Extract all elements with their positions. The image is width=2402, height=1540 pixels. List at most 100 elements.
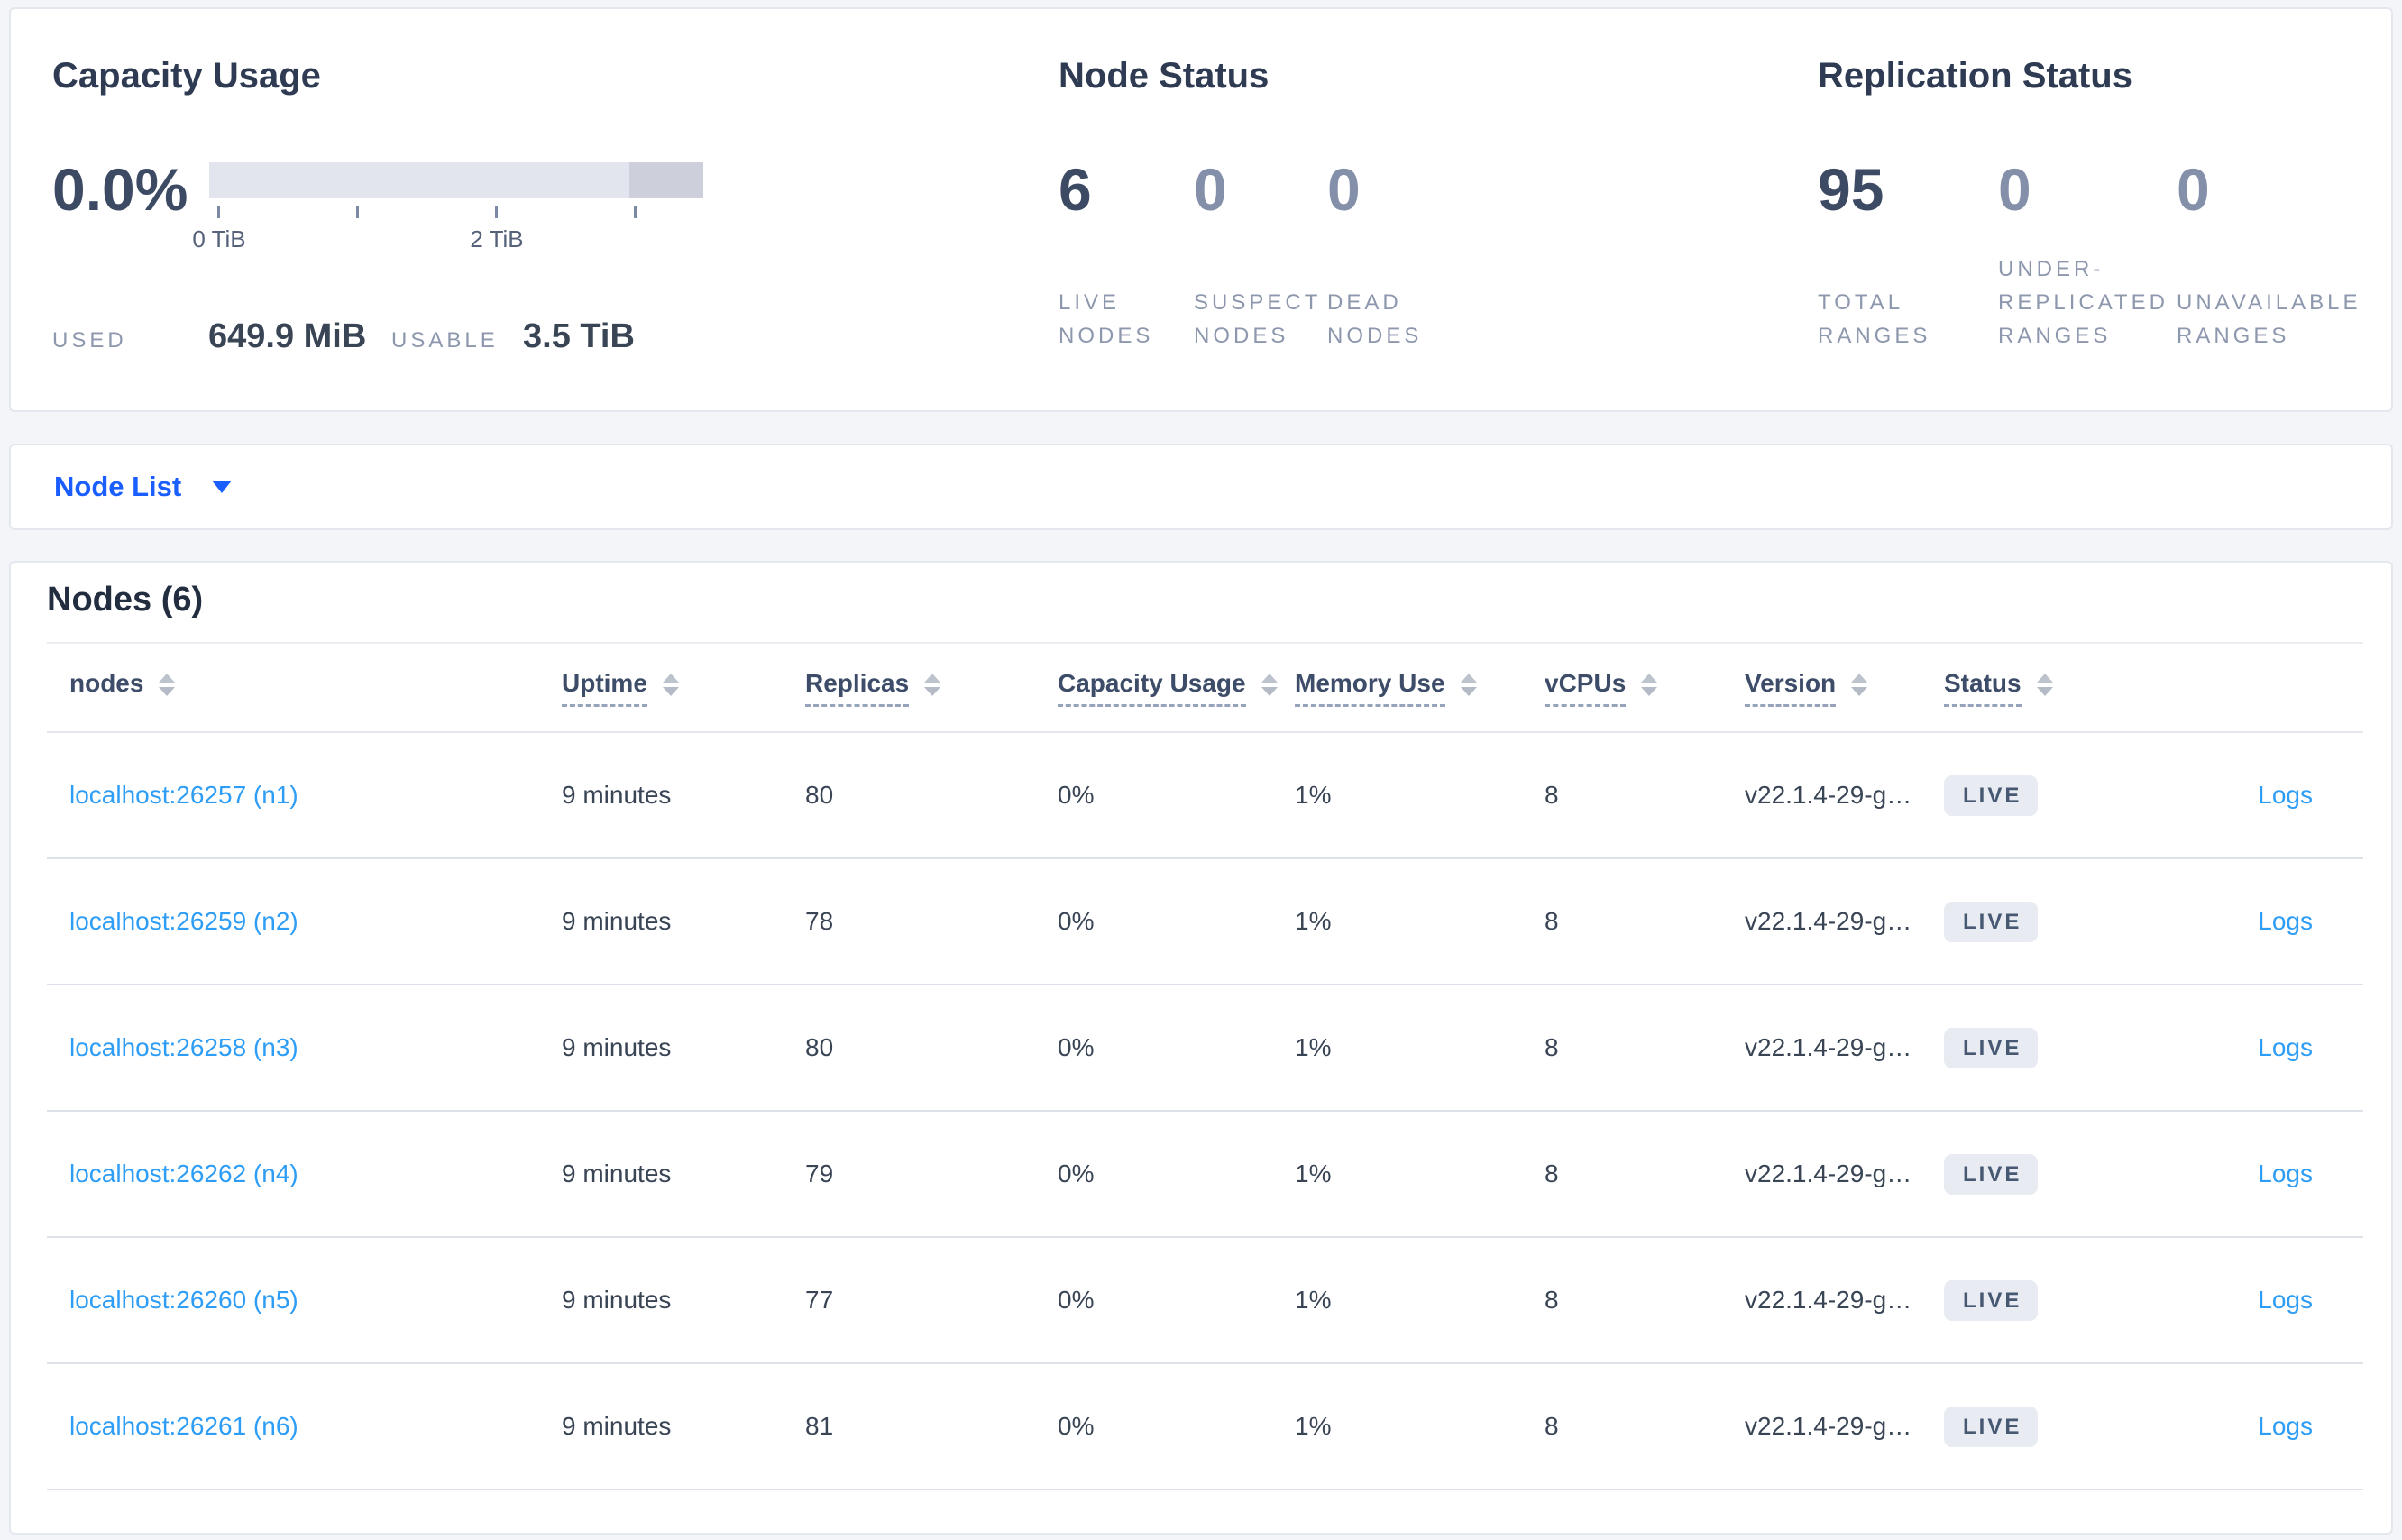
column-header-label: Replicas (805, 669, 910, 707)
capacity-usage-cell: 0% (1058, 1160, 1095, 1187)
node-list-dropdown-label: Node List (54, 471, 182, 502)
dead-nodes-label: DEAD NODES (1327, 290, 1423, 348)
version-cell: v22.1.4-29-g… (1745, 1286, 1912, 1314)
column-header-memory-use[interactable]: Memory Use (1295, 669, 1545, 707)
capacity-usable-value: 3.5 TiB (523, 317, 635, 355)
nodes-table-card: Nodes (6) nodes Uptime Replicas Capacity… (9, 561, 2393, 1535)
capacity-used-percent: 0.0% (52, 156, 188, 223)
total-ranges-label: TOTAL RANGES (1818, 290, 1931, 348)
uptime-cell: 9 minutes (562, 1160, 672, 1187)
column-header-label: Version (1745, 669, 1837, 707)
column-header-vcpus[interactable]: vCPUs (1545, 669, 1745, 707)
table-row: localhost:26259 (n2) 9 minutes 78 0% 1% … (47, 859, 2363, 985)
memory-use-cell: 1% (1295, 1033, 1332, 1061)
node-status-title: Node Status (1059, 56, 1270, 96)
total-ranges-count: 95 (1818, 156, 1884, 223)
capacity-axis-label-2: 2 TiB (470, 225, 524, 252)
under-replicated-ranges-label: UNDER-REPLICATED RANGES (1998, 257, 2168, 348)
capacity-axis-tick (495, 206, 498, 218)
suspect-nodes-label: SUSPECT NODES (1194, 290, 1321, 348)
logs-link[interactable]: Logs (2258, 1412, 2313, 1440)
capacity-axis-tick (217, 206, 220, 218)
replicas-cell: 80 (805, 1033, 834, 1061)
uptime-cell: 9 minutes (562, 1412, 672, 1440)
column-header-label: nodes (69, 668, 144, 697)
node-address-link[interactable]: localhost:26261 (n6) (69, 1412, 298, 1440)
sort-icon[interactable] (924, 674, 941, 696)
table-row: localhost:26261 (n6) 9 minutes 81 0% 1% … (47, 1364, 2363, 1490)
suspect-nodes-count: 0 (1194, 156, 1227, 223)
column-header-capacity-usage[interactable]: Capacity Usage (1058, 669, 1295, 707)
column-header-status[interactable]: Status (1944, 669, 2214, 707)
column-header-label: Uptime (562, 669, 647, 707)
capacity-axis-tick (356, 206, 359, 218)
vcpus-cell: 8 (1545, 1412, 1559, 1440)
column-header-label: Status (1944, 669, 2022, 707)
memory-use-cell: 1% (1295, 1160, 1332, 1187)
sort-icon[interactable] (1460, 674, 1477, 696)
caret-down-icon (212, 481, 233, 493)
status-badge: LIVE (1944, 1406, 2039, 1447)
capacity-usage-cell: 0% (1058, 907, 1095, 935)
view-selector-bar: Node List (9, 444, 2393, 530)
sort-icon[interactable] (662, 674, 679, 696)
vcpus-cell: 8 (1545, 781, 1559, 809)
capacity-used-value: 649.9 MiB (208, 317, 367, 355)
logs-link[interactable]: Logs (2258, 781, 2313, 809)
live-nodes-label: LIVE NODES (1059, 290, 1154, 348)
table-header-row: nodes Uptime Replicas Capacity Usage Mem… (47, 644, 2363, 733)
capacity-usage-title: Capacity Usage (52, 56, 321, 96)
node-address-link[interactable]: localhost:26260 (n5) (69, 1286, 298, 1314)
memory-use-cell: 1% (1295, 907, 1332, 935)
nodes-table-header: Nodes (6) (47, 563, 2363, 644)
column-header-nodes[interactable]: nodes (47, 669, 562, 707)
replicas-cell: 80 (805, 781, 834, 809)
version-cell: v22.1.4-29-g… (1745, 781, 1912, 809)
logs-link[interactable]: Logs (2258, 1286, 2313, 1314)
column-header-label: vCPUs (1545, 669, 1627, 707)
status-badge: LIVE (1944, 1153, 2039, 1195)
capacity-usage-bar (209, 162, 703, 198)
dead-nodes-count: 0 (1327, 156, 1361, 223)
node-address-link[interactable]: localhost:26259 (n2) (69, 907, 298, 935)
capacity-usage-cell: 0% (1058, 1412, 1095, 1440)
node-address-link[interactable]: localhost:26257 (n1) (69, 781, 298, 809)
status-badge: LIVE (1944, 901, 2039, 942)
capacity-used-label: USED (52, 328, 127, 353)
logs-link[interactable]: Logs (2258, 1033, 2313, 1061)
table-row: localhost:26258 (n3) 9 minutes 80 0% 1% … (47, 985, 2363, 1112)
replicas-cell: 78 (805, 907, 834, 935)
live-nodes-count: 6 (1059, 156, 1092, 223)
column-header-version[interactable]: Version (1745, 669, 1944, 707)
capacity-usable-label: USABLE (391, 328, 499, 353)
column-header-label: Capacity Usage (1058, 669, 1246, 707)
sort-icon[interactable] (1851, 674, 1868, 696)
column-header-label: Memory Use (1295, 669, 1445, 707)
sort-icon[interactable] (1261, 674, 1278, 696)
node-address-link[interactable]: localhost:26262 (n4) (69, 1160, 298, 1187)
cluster-summary-card: Capacity Usage 0.0% 0 TiB 2 TiB USED 649… (9, 7, 2393, 412)
capacity-axis-label-0: 0 TiB (192, 225, 246, 252)
capacity-axis-tick (634, 206, 637, 218)
sort-icon[interactable] (2036, 674, 2053, 696)
node-list-dropdown[interactable]: Node List (54, 445, 233, 528)
vcpus-cell: 8 (1545, 1286, 1559, 1314)
table-row: localhost:26262 (n4) 9 minutes 79 0% 1% … (47, 1112, 2363, 1238)
replicas-cell: 81 (805, 1412, 834, 1440)
logs-link[interactable]: Logs (2258, 907, 2313, 935)
unavailable-ranges-count: 0 (2177, 156, 2210, 223)
column-header-replicas[interactable]: Replicas (805, 669, 1058, 707)
column-header-uptime[interactable]: Uptime (562, 669, 805, 707)
vcpus-cell: 8 (1545, 1160, 1559, 1187)
sort-icon[interactable] (1641, 674, 1658, 696)
capacity-usage-cell: 0% (1058, 781, 1095, 809)
logs-link[interactable]: Logs (2258, 1160, 2313, 1187)
status-badge: LIVE (1944, 1027, 2039, 1068)
node-address-link[interactable]: localhost:26258 (n3) (69, 1033, 298, 1061)
replicas-cell: 79 (805, 1160, 834, 1187)
sort-icon[interactable] (159, 674, 176, 696)
version-cell: v22.1.4-29-g… (1745, 1160, 1912, 1187)
vcpus-cell: 8 (1545, 1033, 1559, 1061)
memory-use-cell: 1% (1295, 781, 1332, 809)
